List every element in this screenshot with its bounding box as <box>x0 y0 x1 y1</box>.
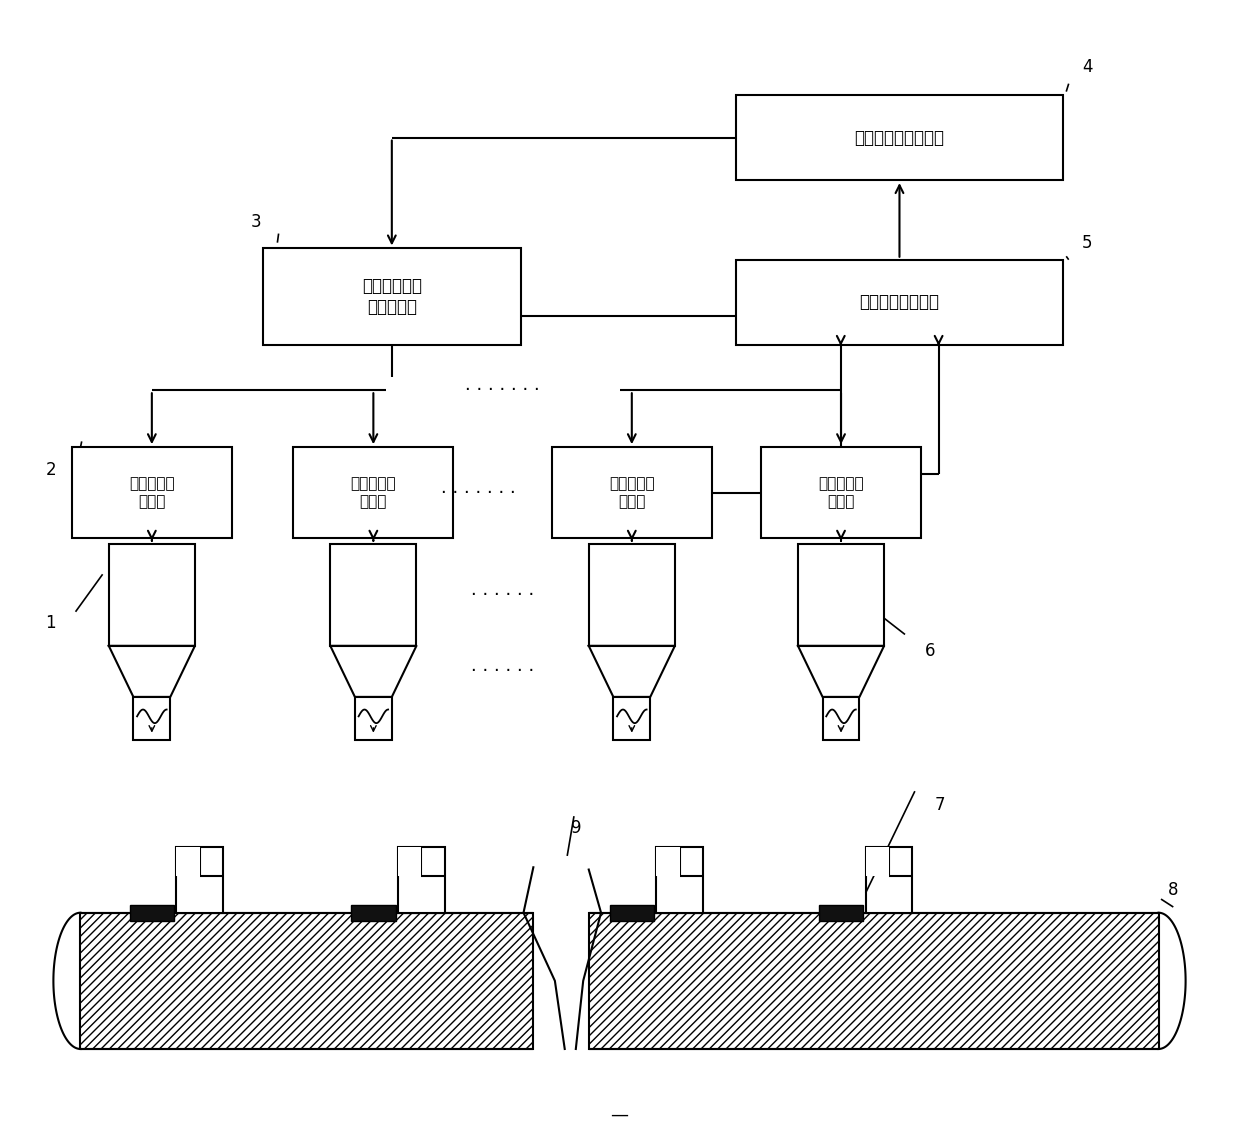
Polygon shape <box>798 646 885 697</box>
Text: 残余应力闭环控制器: 残余应力闭环控制器 <box>855 128 944 146</box>
Bar <box>109 543 195 646</box>
Bar <box>398 847 445 913</box>
Bar <box>72 447 232 538</box>
Text: · · · · · · ·: · · · · · · · <box>441 484 515 501</box>
Text: · · · · · ·: · · · · · · <box>471 586 534 604</box>
Bar <box>589 543 675 646</box>
Text: 2: 2 <box>46 461 56 479</box>
Polygon shape <box>109 646 195 697</box>
Bar <box>761 447 921 538</box>
Text: 高功率超声
放大器: 高功率超声 放大器 <box>129 476 175 509</box>
Bar <box>589 913 1158 1049</box>
Bar <box>385 376 620 404</box>
Bar <box>736 260 1063 344</box>
Bar <box>657 847 680 876</box>
Bar <box>351 905 395 921</box>
Bar <box>176 847 199 876</box>
Bar <box>294 447 453 538</box>
Bar <box>398 847 421 876</box>
Text: 3: 3 <box>252 213 261 231</box>
Bar <box>798 543 885 646</box>
Bar <box>263 248 522 344</box>
Text: 7: 7 <box>934 796 944 813</box>
Text: 5: 5 <box>1082 233 1093 252</box>
Text: 6: 6 <box>924 643 935 660</box>
Bar <box>81 913 533 1049</box>
Text: 高功率超声
放大器: 高功率超声 放大器 <box>818 476 864 509</box>
Polygon shape <box>331 646 416 697</box>
Text: 超声信号处理模块: 超声信号处理模块 <box>860 293 939 311</box>
Bar <box>819 905 864 921</box>
Text: 9: 9 <box>571 818 581 836</box>
Text: 高功率超声
放大器: 高功率超声 放大器 <box>351 476 396 509</box>
Text: —: — <box>611 1106 628 1123</box>
Bar <box>610 905 654 921</box>
Bar <box>130 905 173 921</box>
Text: 8: 8 <box>1168 881 1178 899</box>
Bar <box>866 847 890 876</box>
Text: 超声信号激励
多路控制器: 超声信号激励 多路控制器 <box>362 277 421 316</box>
Text: · · · · · · ·: · · · · · · · <box>465 381 540 399</box>
Bar <box>134 697 170 740</box>
Bar <box>176 847 223 913</box>
Bar <box>354 697 392 740</box>
Text: · · · · · ·: · · · · · · <box>471 662 534 681</box>
Text: 1: 1 <box>46 614 56 633</box>
Bar <box>866 847 912 913</box>
Polygon shape <box>589 646 675 697</box>
Bar <box>551 447 711 538</box>
Text: 高功率超声
放大器: 高功率超声 放大器 <box>610 476 654 509</box>
Bar <box>331 543 416 646</box>
Bar <box>823 697 860 740</box>
Text: 4: 4 <box>1082 57 1093 76</box>
Bar <box>613 697 650 740</box>
Bar <box>736 95 1063 181</box>
Bar <box>657 847 704 913</box>
